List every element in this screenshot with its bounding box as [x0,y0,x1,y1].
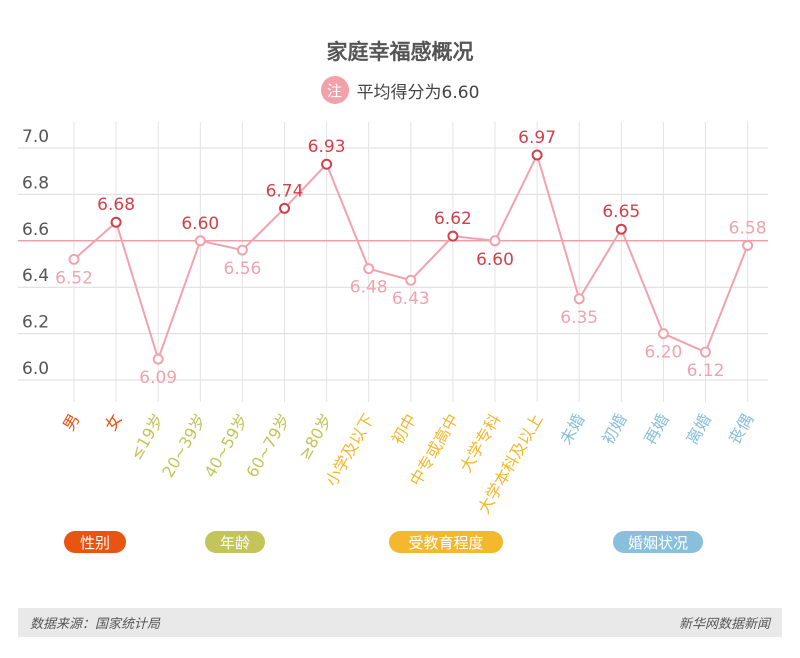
x-tick-label: 丧偶 [725,411,757,448]
data-label: 6.65 [602,202,640,222]
data-label: 6.56 [223,259,261,279]
data-label: 6.58 [729,218,767,238]
data-label: 6.48 [350,278,388,298]
y-tick-label: 6.2 [22,313,49,333]
data-label: 6.60 [181,214,219,234]
data-point [110,216,122,228]
line-chart: 6.52 6.68 6.09 6.60 6.56 6.74 6.93 6.486.43 6.62… [18,122,768,518]
data-point [447,230,459,242]
y-tick-layer: 6.0 6.2 6.4 6.6 6.8 7.0 [22,127,49,379]
data-label: 6.52 [55,268,93,288]
data-point [152,353,164,365]
data-label: 6.93 [308,137,346,157]
data-label: 6.74 [266,181,304,201]
data-label: 6.68 [97,195,135,215]
data-label: 6.12 [687,361,725,381]
data-label: 6.09 [139,368,177,388]
group-pill: 婚姻状况 [613,531,703,553]
data-point [279,202,290,214]
data-point [321,158,333,170]
chart-subtitle: 平均得分为6.60 [356,82,480,103]
note-badge: 注 [320,76,349,104]
data-label: 6.62 [434,209,472,229]
brand-text: 新华网数据新闻 [678,617,770,632]
data-label: 6.97 [518,128,556,148]
source-text: 数据来源：国家统计局 [30,617,161,632]
x-tick-label: 未婚 [556,411,588,448]
data-point [615,223,627,235]
data-point [531,149,543,161]
x-tick-label: 初中 [388,411,420,448]
group-pill: 受教育程度 [389,531,503,553]
x-tick-label: 初婚 [598,411,630,448]
data-point [68,253,80,265]
footer-bar: 数据来源：国家统计局 新华网数据新闻 [18,608,782,637]
x-tick-layer: 男女 ≤19岁20~39岁40~59岁60~79岁 ≥80岁小学及以下 初中中专或高中… [59,411,757,518]
data-point [742,239,754,251]
y-tick-label: 6.4 [22,266,49,286]
x-tick-label: 再婚 [640,411,672,448]
data-label: 6.43 [392,289,430,309]
x-tick-label: ≥80岁 [295,411,336,464]
data-point [700,346,711,358]
data-point [657,328,669,340]
subtitle-row: 注 平均得分为6.60 [0,76,800,104]
y-tick-label: 6.0 [22,359,49,379]
data-point [405,274,417,286]
data-point [573,293,585,305]
y-tick-label: 6.6 [22,220,49,240]
group-pill: 年龄 [205,531,265,553]
x-tick-label: 男 [59,411,83,434]
x-tick-label: 女 [101,411,125,434]
chart-title: 家庭幸福感概况 [326,40,474,64]
data-point [236,244,248,256]
data-label: 6.20 [644,343,682,363]
x-tick-label: 离婚 [683,411,715,448]
data-point [363,263,375,275]
value-label-layer: 6.52 6.68 6.09 6.60 6.56 6.74 6.93 6.486.43 6.62… [55,128,766,388]
data-point [489,235,501,247]
y-tick-label: 6.8 [22,173,49,193]
data-point [194,235,206,247]
data-label: 6.35 [560,308,598,328]
group-pill: 性别 [64,531,126,553]
y-tick-label: 7.0 [22,127,49,147]
data-label: 6.60 [476,250,514,270]
x-tick-label: ≤19岁 [126,411,167,464]
data-point-layer [68,149,754,365]
